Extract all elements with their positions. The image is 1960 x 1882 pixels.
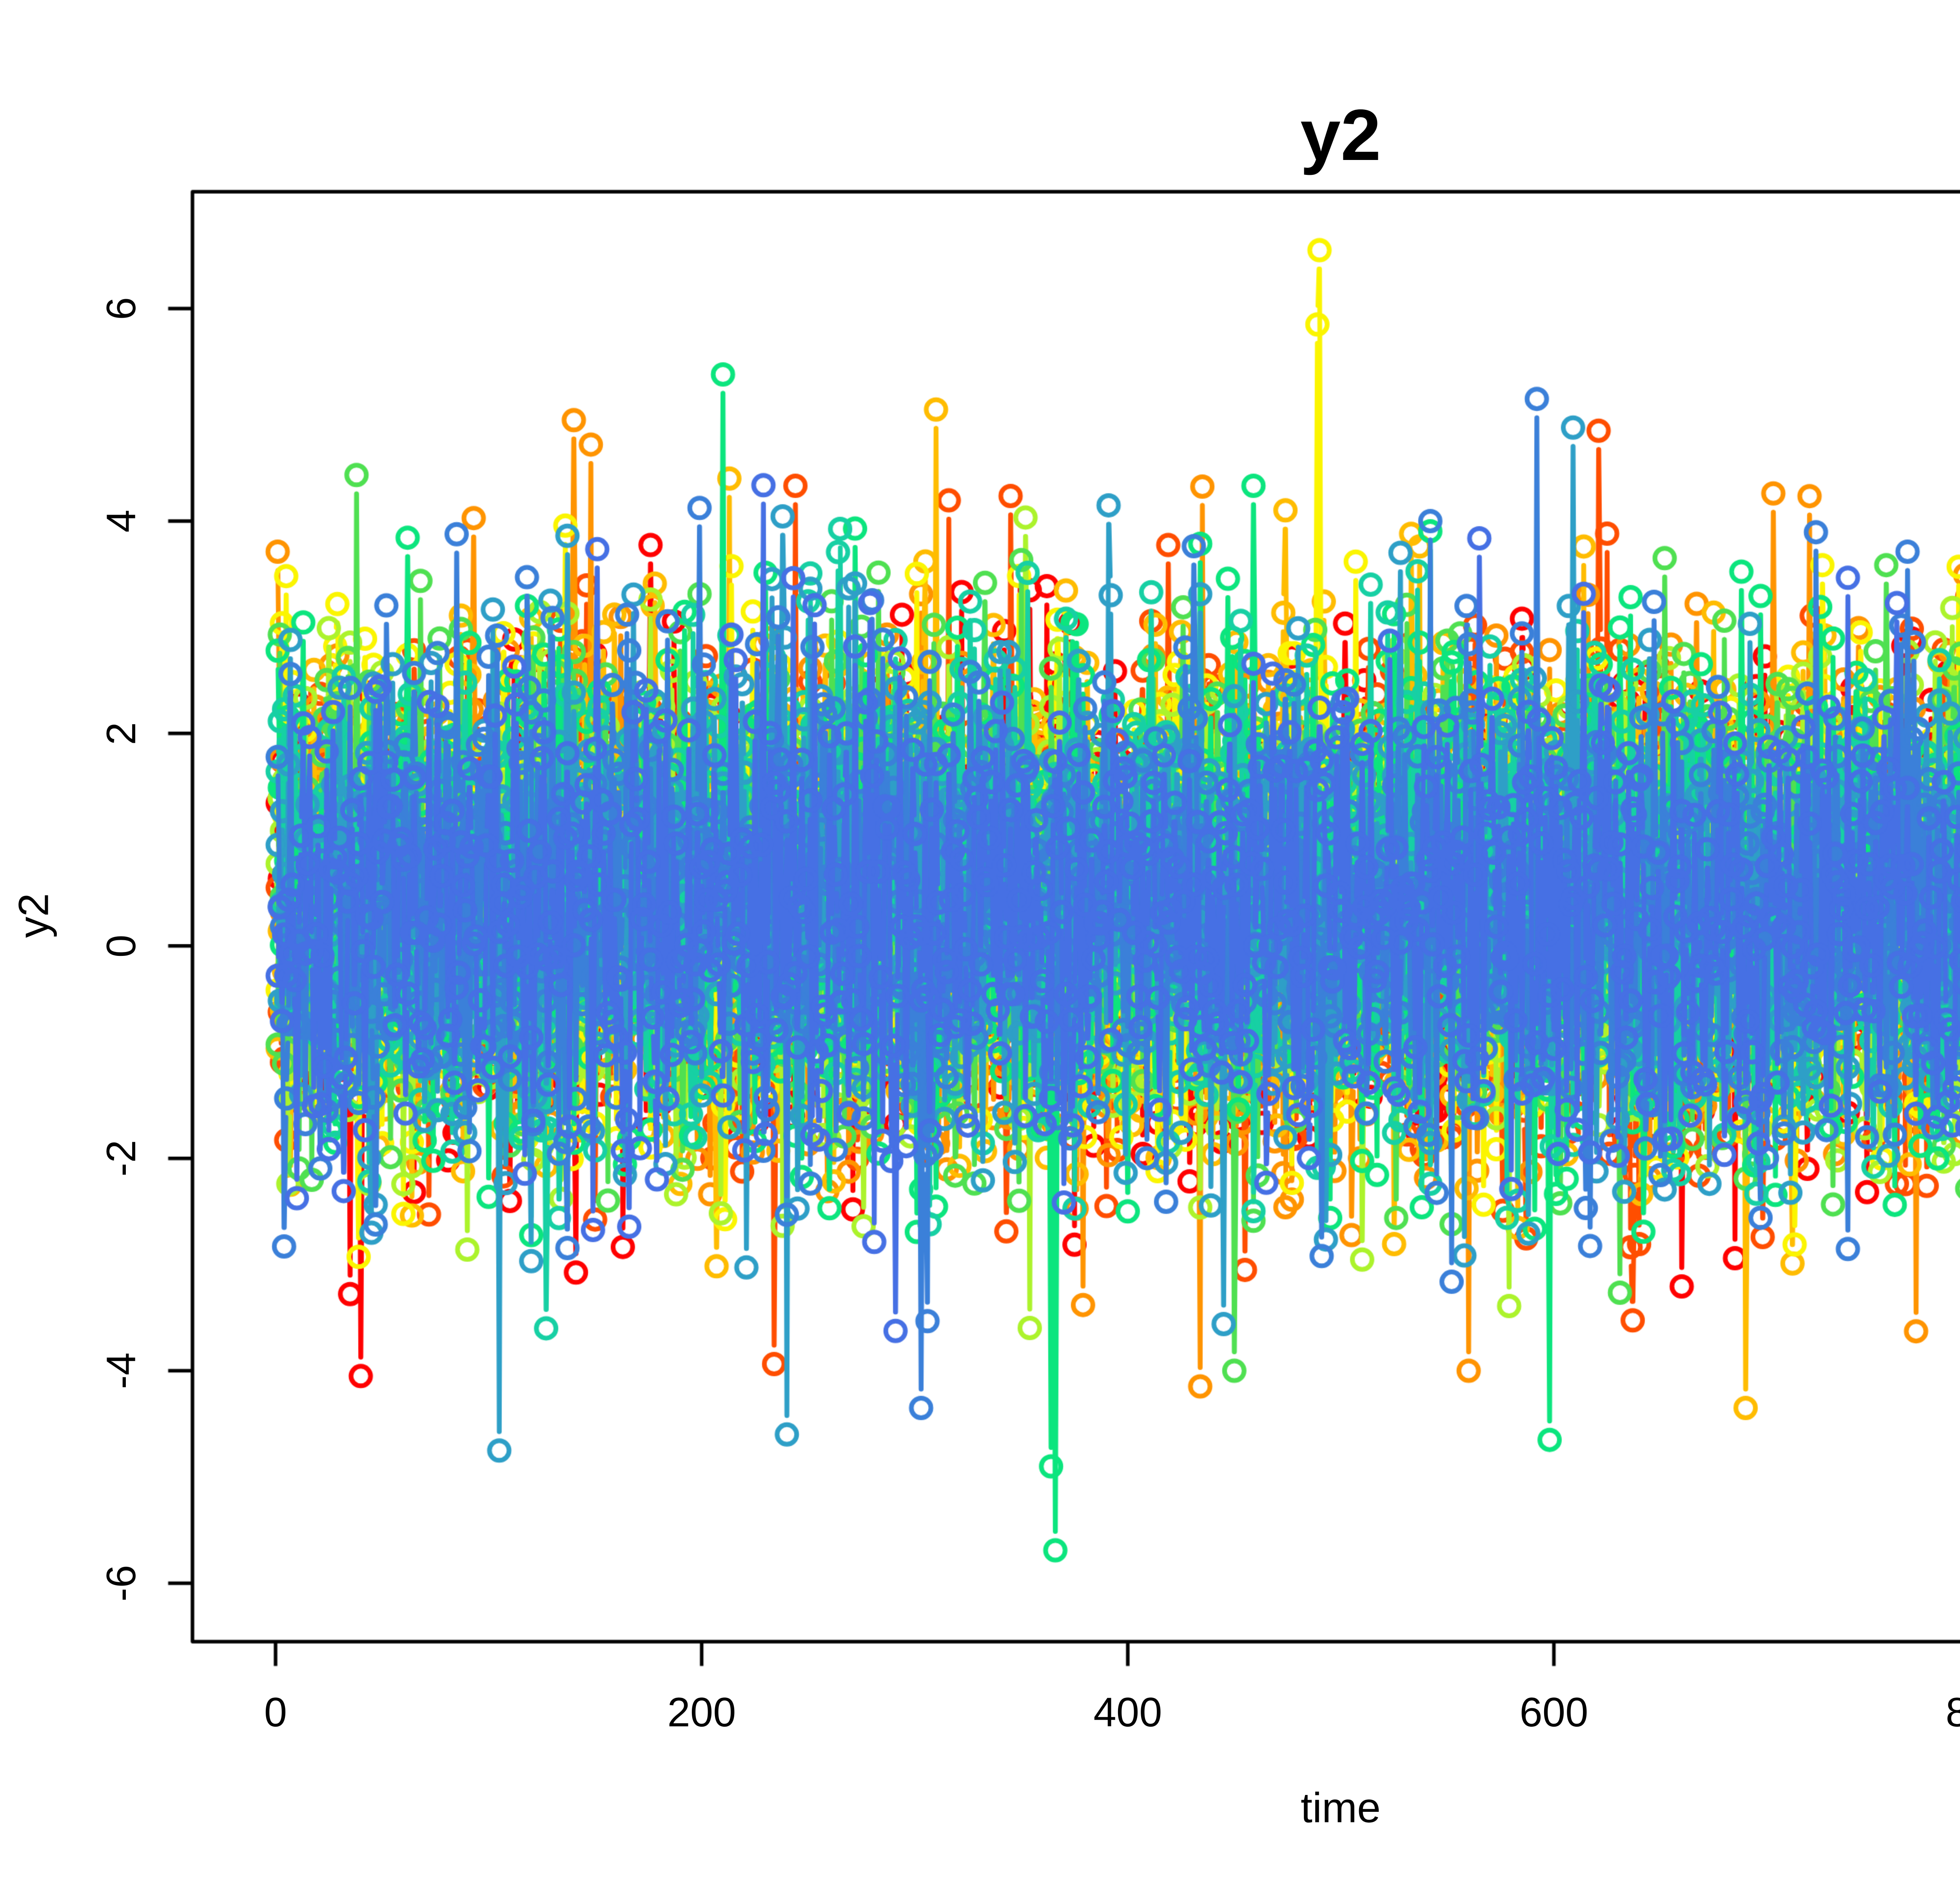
- x-tick-label: 600: [1519, 1689, 1588, 1735]
- x-tick-label: 0: [264, 1689, 287, 1735]
- y-tick-label: -4: [98, 1352, 144, 1389]
- y-axis-label: y2: [9, 893, 57, 938]
- y-tick-label: -2: [98, 1140, 144, 1177]
- y-tick-label: 2: [98, 722, 144, 745]
- y-tick-label: -6: [98, 1565, 144, 1602]
- x-axis-label: time: [1300, 1784, 1381, 1831]
- y-tick-label: 6: [98, 297, 144, 320]
- x-tick-label: 400: [1093, 1689, 1162, 1735]
- y-tick-label: 4: [98, 509, 144, 533]
- chart-title: y2: [1300, 95, 1381, 176]
- y-tick-label: 0: [98, 934, 144, 957]
- x-tick-label: 800: [1945, 1689, 1960, 1735]
- x-tick-label: 200: [667, 1689, 736, 1735]
